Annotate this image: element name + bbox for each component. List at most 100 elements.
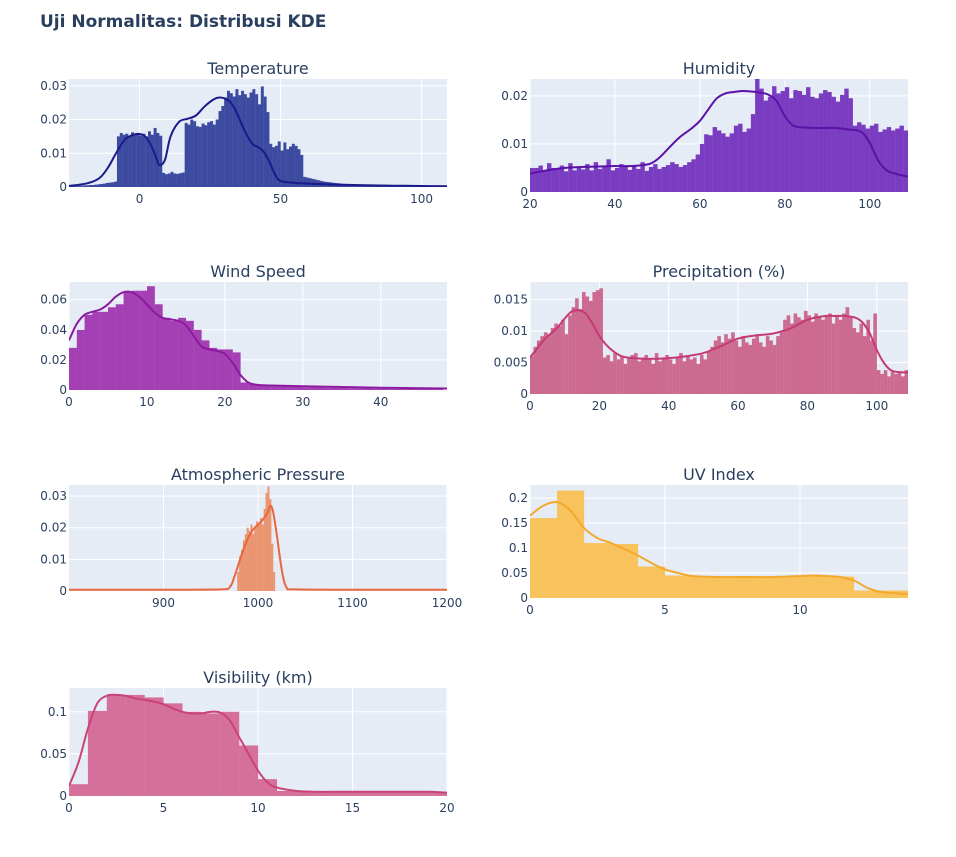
histogram-bar bbox=[388, 388, 397, 390]
subplot-title: Atmospheric Pressure bbox=[171, 465, 345, 484]
histogram-bar bbox=[69, 784, 89, 796]
histogram-bar bbox=[894, 373, 898, 394]
y-tick-label: 0.15 bbox=[501, 516, 528, 530]
histogram-bars bbox=[237, 486, 276, 591]
histogram-bar bbox=[895, 128, 900, 192]
x-tick-label: 20 bbox=[217, 395, 232, 409]
histogram-bar bbox=[852, 125, 858, 192]
histogram-bar bbox=[142, 133, 146, 187]
histogram-bar bbox=[201, 713, 221, 796]
histogram-bar bbox=[897, 371, 902, 394]
histogram-bar bbox=[689, 359, 694, 394]
y-tick-label: 0.015 bbox=[494, 293, 528, 307]
histogram-bar bbox=[597, 168, 603, 192]
histogram-bar bbox=[616, 359, 621, 394]
histogram-bar bbox=[634, 353, 638, 394]
histogram-bar bbox=[765, 336, 770, 394]
histogram-bar bbox=[91, 184, 95, 187]
histogram-bar bbox=[184, 122, 188, 187]
histogram-bar bbox=[559, 165, 565, 192]
histogram-bar bbox=[201, 340, 210, 390]
histogram-bar bbox=[92, 311, 101, 390]
histogram-bar bbox=[302, 387, 311, 390]
x-tick-label: 0 bbox=[526, 399, 534, 413]
histogram-bar bbox=[865, 128, 870, 192]
histogram-bar bbox=[658, 361, 662, 394]
histogram-bar bbox=[580, 169, 586, 192]
histogram-bars bbox=[530, 490, 908, 598]
histogram-bar bbox=[636, 168, 641, 192]
histogram-bar bbox=[746, 128, 752, 192]
y-tick-label: 0 bbox=[59, 180, 67, 194]
histogram-bar bbox=[675, 357, 680, 394]
histogram-bar bbox=[123, 292, 132, 390]
histogram-bar bbox=[933, 132, 937, 192]
histogram-bar bbox=[195, 126, 199, 187]
kde-line bbox=[69, 96, 447, 187]
histogram-bar bbox=[305, 177, 309, 187]
histogram-bar bbox=[280, 150, 284, 187]
histogram-bar bbox=[248, 383, 257, 390]
histogram-bar bbox=[291, 143, 295, 187]
histogram-bar bbox=[555, 168, 560, 192]
histogram-bar bbox=[164, 174, 168, 187]
histogram-bar bbox=[828, 313, 832, 394]
histogram-bar bbox=[220, 711, 240, 796]
y-tick-label: 0.01 bbox=[40, 146, 67, 160]
histogram-bar bbox=[210, 121, 214, 187]
kde-line bbox=[530, 89, 908, 178]
y-tick-label: 0.02 bbox=[501, 89, 528, 103]
histogram-bar bbox=[727, 338, 732, 394]
x-tick-label: 1200 bbox=[432, 596, 463, 610]
histogram-bar bbox=[287, 386, 296, 390]
histogram-bar bbox=[767, 96, 773, 192]
histogram-bar bbox=[780, 91, 785, 192]
histogram-bar bbox=[239, 556, 242, 591]
histogram-bar bbox=[738, 123, 743, 192]
x-tick-label: 0 bbox=[65, 801, 73, 815]
histogram-bar bbox=[314, 791, 334, 796]
histogram-bar bbox=[719, 576, 747, 598]
histogram-bar bbox=[886, 127, 892, 192]
histogram-bar bbox=[162, 317, 171, 390]
histogram-bar bbox=[295, 386, 303, 390]
subplot-humidity: 0 0.01 0.02 20 40 60 80 100 Humidity bbox=[501, 59, 937, 211]
histogram-bar bbox=[341, 388, 350, 390]
histogram-bar bbox=[564, 334, 569, 394]
histogram-bar bbox=[241, 90, 245, 187]
histogram-bar bbox=[672, 363, 676, 394]
histogram-bar bbox=[261, 524, 264, 591]
histogram-bar bbox=[873, 313, 877, 394]
histogram-bar bbox=[209, 347, 218, 390]
histogram-bar bbox=[258, 779, 278, 796]
histogram-bar bbox=[797, 91, 802, 192]
histogram-bar bbox=[772, 344, 777, 394]
histogram-bar bbox=[181, 172, 185, 187]
histogram-bar bbox=[530, 167, 535, 192]
histogram-bar bbox=[326, 387, 335, 390]
histogram-bar bbox=[207, 122, 211, 187]
histogram-bar bbox=[776, 336, 780, 394]
histogram-bar bbox=[411, 388, 420, 390]
histogram-bar bbox=[144, 697, 164, 796]
histogram-bars bbox=[69, 694, 447, 796]
y-tick-label: 0.05 bbox=[40, 747, 67, 761]
x-tick-label: 0 bbox=[526, 603, 534, 617]
histogram-bar bbox=[623, 166, 628, 192]
histogram-bar bbox=[773, 576, 801, 598]
histogram-bar bbox=[576, 166, 582, 192]
histogram-bar bbox=[654, 353, 659, 394]
histogram-bar bbox=[800, 576, 828, 598]
histogram-bar bbox=[881, 590, 908, 598]
histogram-bar bbox=[637, 361, 642, 394]
histogram-bar bbox=[352, 791, 372, 796]
histogram-bar bbox=[256, 521, 259, 591]
histogram-bar bbox=[665, 575, 693, 598]
histogram-bar bbox=[273, 572, 276, 591]
histogram-bar bbox=[163, 703, 183, 796]
histogram-bar bbox=[614, 167, 620, 192]
histogram-bar bbox=[263, 385, 272, 390]
y-tick-label: 0.2 bbox=[509, 491, 528, 505]
histogram-bar bbox=[428, 791, 447, 796]
histogram-bar bbox=[239, 745, 259, 796]
